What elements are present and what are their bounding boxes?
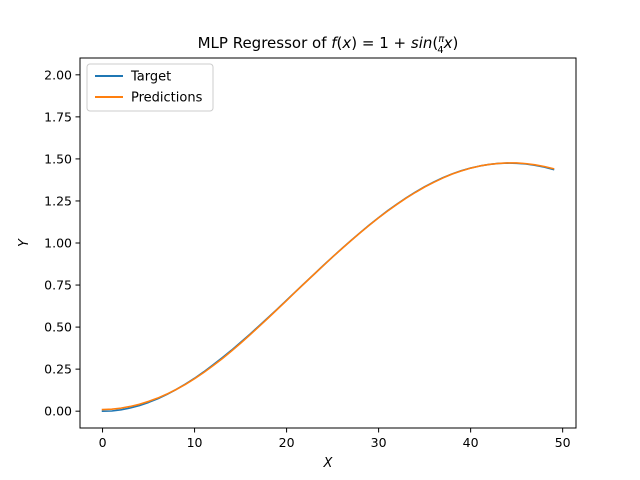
title-suffix-x: x [443,34,453,52]
title-sin: sin [411,34,433,52]
title-fx: f [331,34,339,52]
legend-label-predictions: Predictions [131,91,203,106]
y-tick-label: 0.50 [44,320,72,335]
x-tick-label: 40 [463,435,479,450]
x-axis-label: X [323,456,334,471]
axes-frame [79,57,577,429]
y-tick-label: 1.25 [44,193,72,208]
title-equals: = 1 + [362,34,411,52]
x-tick-label: 30 [371,435,387,450]
legend: Target Predictions [86,63,214,112]
y-tick-label: 1.75 [44,109,72,124]
title-prefix: MLP Regressor of [198,34,332,52]
y-tick-label: 0.25 [44,362,72,377]
x-tick-label: 10 [187,435,203,450]
y-tick-label: 2.00 [44,67,72,82]
x-tick-label: 20 [279,435,295,450]
title-x-arg: x [341,34,351,52]
title-close: ) [453,34,459,52]
title-frac-num: π [438,34,445,45]
title-paren-close: ) [351,34,362,52]
legend-label-target: Target [130,70,171,85]
series-line-predictions [101,162,555,411]
y-tick-label: 1.00 [44,236,72,251]
plot-area: 0 10 20 30 40 50 0.00 0.25 0.50 0.75 1.00 1.25 1.50 1… [44,67,571,450]
chart-title: MLP Regressor of f(x) = 1 + sin(π 4x) [198,34,459,56]
x-tick-label: 50 [555,435,571,450]
y-axis-label: Y [17,238,32,247]
y-tick-label: 0.00 [44,404,72,419]
x-tick-label: 0 [99,435,107,450]
title-frac-den: 4 [437,45,443,56]
title-sin-open: ( [432,34,438,52]
y-tick-label: 0.75 [44,278,72,293]
y-tick-label: 1.50 [44,151,72,166]
title-paren-open: ( [337,34,343,52]
